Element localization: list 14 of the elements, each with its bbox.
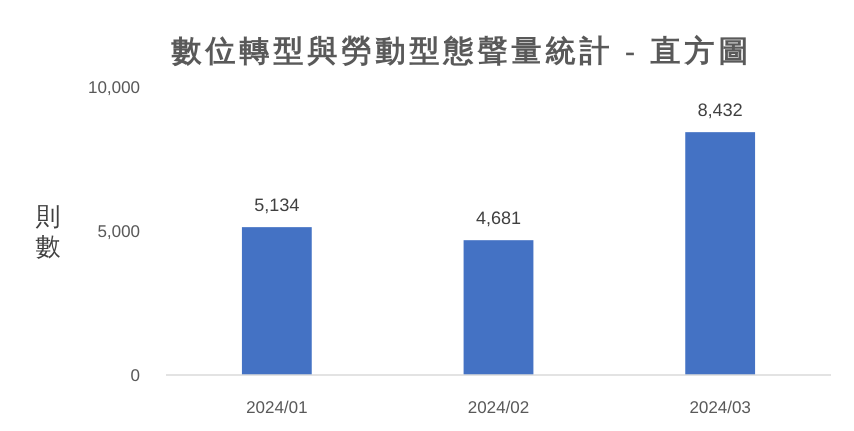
y-tick-label: 0 xyxy=(130,366,140,385)
text: 4,681 xyxy=(476,208,522,228)
bar xyxy=(242,227,312,375)
text: 5,134 xyxy=(254,195,300,216)
bar xyxy=(685,132,756,375)
y-tick-label: 10,000 xyxy=(88,78,140,97)
x-tick-label: 2024/02 xyxy=(468,398,530,417)
bar xyxy=(464,240,534,375)
y-axis-title: 則數 xyxy=(36,204,60,261)
y-tick-label: 5,000 xyxy=(97,222,140,241)
x-tick-label: 2024/01 xyxy=(246,398,308,417)
chart-title: 數位轉型與勞動型態聲量統計 - 直方圖 xyxy=(170,34,752,68)
x-tick-label: 2024/03 xyxy=(689,398,751,417)
text: 8,432 xyxy=(698,100,743,120)
